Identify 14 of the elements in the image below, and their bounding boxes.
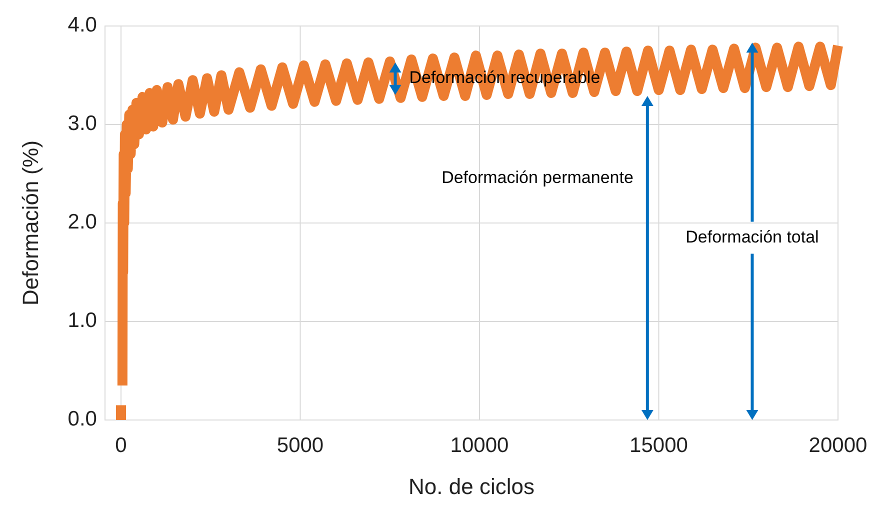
x-tick-label: 5000	[276, 434, 324, 457]
x-tick-label: 0	[115, 434, 127, 457]
x-tick-label: 20000	[808, 434, 868, 457]
y-axis-title: Deformación (%)	[18, 140, 43, 306]
x-axis-title: No. de ciclos	[408, 474, 534, 499]
y-tick-label: 3.0	[68, 112, 97, 136]
y-tick-label: 2.0	[68, 210, 97, 234]
y-tick-label: 4.0	[68, 14, 97, 37]
annotation: Deformación permanente	[442, 168, 634, 188]
y-tick-label: 0.0	[68, 408, 97, 431]
annotation: Deformación total	[686, 227, 819, 246]
x-tick-label: 10000	[450, 434, 509, 457]
x-tick-label: 15000	[630, 434, 688, 457]
y-tick-label: 1.0	[68, 309, 97, 332]
